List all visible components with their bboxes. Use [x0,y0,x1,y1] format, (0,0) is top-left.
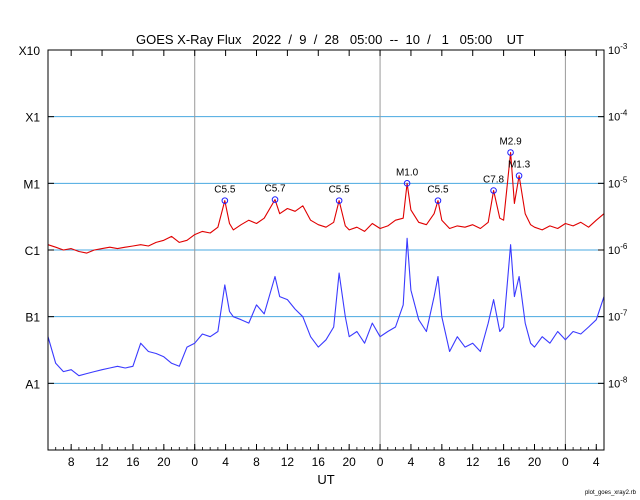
flare-label: C5.7 [264,184,286,195]
y-right-labels: 10-8 10-7 10-6 10-5 10-4 10-3 [48,42,628,390]
y-left-label: X1 [25,111,40,125]
flare-label: C7.8 [483,175,505,186]
x-tick-label: 0 [191,455,198,469]
y-right-label: 10-8 [608,375,628,390]
x-tick-label: 12 [281,455,295,469]
x-tick-label: 12 [466,455,480,469]
x-tick-label: 4 [593,455,600,469]
flare-label: M1.3 [508,160,531,171]
y-left-label: C1 [25,244,41,258]
flare-marker [490,187,497,194]
y-right-label: 10-4 [608,109,628,124]
x-tick-marks [47,50,605,450]
y-left-label: X10 [19,44,41,58]
x-tick-label: 8 [438,455,445,469]
x-tick-label: 20 [342,455,356,469]
flare-marker [434,197,442,204]
x-tick-labels: 8 12 16 20 0 4 8 12 16 20 0 4 8 12 16 20 0 4 [68,455,600,469]
y-right-label: 10-3 [608,42,628,57]
flare-marker [507,149,514,156]
flare-label: C5.5 [214,185,236,196]
x-tick-label: 20 [157,455,171,469]
y-right-label: 10-6 [608,242,628,257]
flare-marker [335,197,343,204]
x-tick-label: 12 [95,455,109,469]
flare-label: C5.5 [427,185,449,196]
flare-label: M1.0 [396,167,419,178]
flare-markers: C5.5 C5.7 C5.5 M1.0 C5.5 C7.8 M2.9 M1.3 [214,137,531,204]
series-short-channel [47,237,605,377]
footer-note: plot_goes_xray2.rb [585,490,637,496]
y-left-labels: A1 B1 C1 M1 X1 X10 [19,44,41,391]
x-tick-label: 0 [562,455,569,469]
series-long-channel [47,151,605,254]
flare-label: M2.9 [499,137,522,148]
x-tick-label: 4 [222,455,229,469]
x-tick-label: 4 [408,455,415,469]
x-tick-label: 16 [126,455,140,469]
flare-marker [271,196,279,203]
x-tick-label: 0 [377,455,384,469]
x-tick-label: 16 [497,455,511,469]
y-right-label: 10-5 [608,175,628,190]
series-line-long [47,151,605,254]
x-tick-label: 8 [253,455,260,469]
x-tick-label: 20 [528,455,542,469]
series-line-short [47,237,605,377]
y-right-label: 10-7 [608,309,628,324]
x-tick-label: 16 [312,455,326,469]
y-left-label: B1 [25,311,40,325]
flare-marker [221,197,229,204]
x-axis-label: UT [317,472,334,487]
y-left-label: A1 [25,377,40,391]
flare-label: C5.5 [329,185,351,196]
chart-title: GOES X-Ray Flux 2022 / 9 / 28 05:00 -- 1… [136,32,524,47]
flare-marker [515,172,523,180]
x-tick-label: 8 [68,455,75,469]
flare-marker [403,180,411,187]
y-left-label: M1 [23,177,40,191]
